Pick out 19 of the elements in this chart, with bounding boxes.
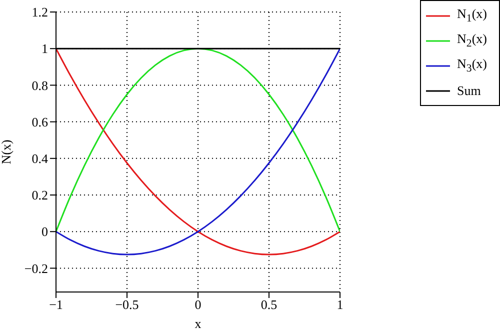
y-tick-label: 0.8 <box>32 78 48 93</box>
legend-label: Sum <box>457 82 481 98</box>
x-tick-label: 1 <box>336 297 344 312</box>
y-tick-label: 0.4 <box>32 151 48 166</box>
x-tick-label: −1 <box>49 297 63 312</box>
y-tick-label: 1.2 <box>32 4 48 20</box>
legend-label: N$_{1}$(x) <box>457 6 487 25</box>
y-axis-title: N(x) <box>0 140 14 164</box>
y-tick-label: 1 <box>42 41 48 56</box>
x-tick-label: 0 <box>194 297 202 312</box>
x-tick-label: −0.5 <box>115 297 139 312</box>
y-tick-label: 0 <box>42 224 48 240</box>
y-tick-label: 0.2 <box>32 188 48 203</box>
y-tick-label: 0.6 <box>32 114 48 130</box>
legend-label: N$_{3}$(x) <box>457 56 487 75</box>
x-axis-title: x <box>194 316 202 331</box>
y-tick-label: −0.2 <box>24 260 48 276</box>
x-tick-label: 0.5 <box>260 297 278 312</box>
legend-label: N$_{2}$(x) <box>457 31 487 50</box>
